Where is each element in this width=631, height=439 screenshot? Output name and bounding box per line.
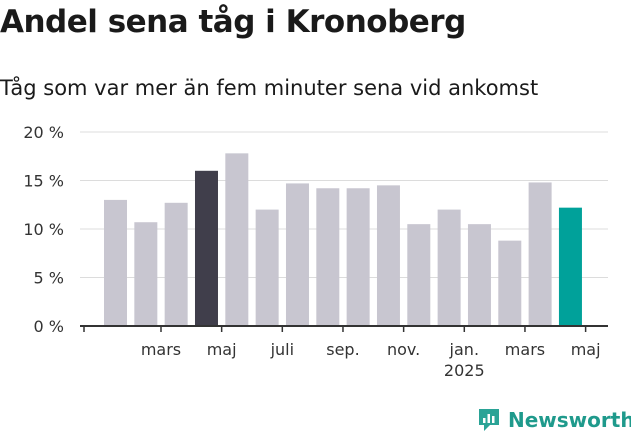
y-tick-label: 5 % [34,269,64,288]
bar [407,224,431,326]
bar [528,182,552,326]
bar [164,202,188,326]
x-tick-label: nov. [387,340,420,359]
bar [104,199,127,326]
bar [255,209,279,326]
bar [194,170,218,326]
y-tick-label: 20 % [23,123,64,142]
x-tick-label: juli [270,340,294,359]
y-tick-label: 0 % [34,317,64,336]
y-tick-label: 10 % [23,220,64,239]
brand-name: Newsworthy [508,408,631,432]
bar [346,188,370,326]
x-tick-label-year: 2025 [444,361,485,380]
x-tick-label: maj [571,340,601,359]
bar [134,222,158,326]
brand-logo: Newsworthy [476,407,631,433]
bar [316,188,340,326]
bar [437,209,461,326]
bar [467,224,491,326]
chart-title: Andel sena tåg i Kronoberg [0,4,466,40]
x-tick-label: sep. [326,340,359,359]
x-tick-label: maj [207,340,237,359]
newsworthy-logo-icon [479,409,499,431]
y-tick-label: 15 % [23,172,64,191]
x-tick-label: mars [141,340,181,359]
bar [225,153,249,326]
x-tick-label: mars [505,340,545,359]
bar [558,207,582,326]
bar [376,185,400,326]
bar [498,240,522,326]
x-tick-label: jan. [449,340,479,359]
bar [285,183,309,326]
chart-subtitle: Tåg som var mer än fem minuter sena vid … [0,76,539,100]
